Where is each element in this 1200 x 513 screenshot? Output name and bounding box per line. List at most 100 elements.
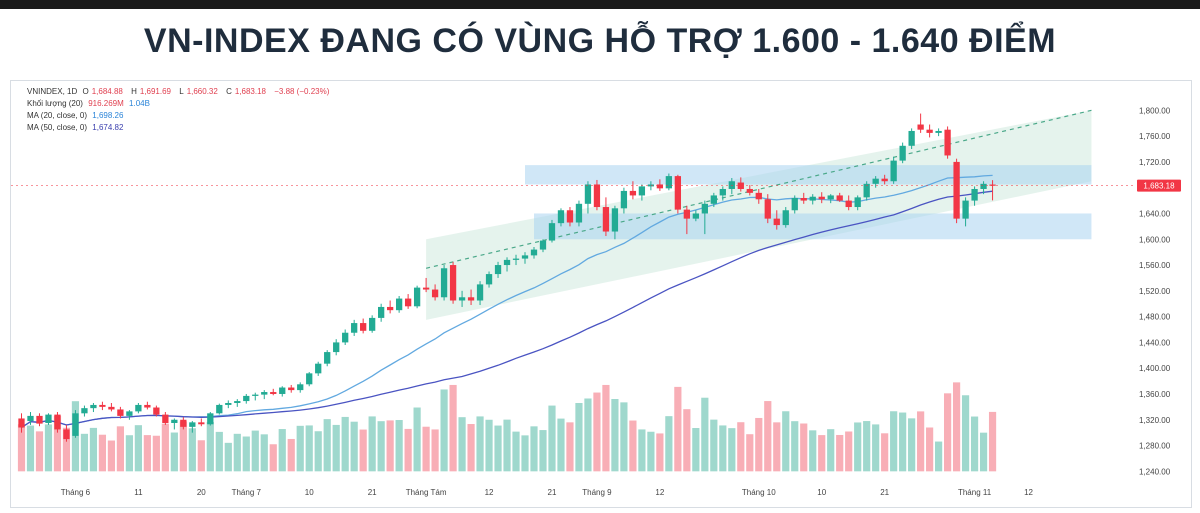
- candle-body: [45, 414, 52, 423]
- candle-body: [99, 404, 106, 407]
- candle: [81, 405, 88, 417]
- candle-body: [611, 208, 619, 232]
- volume-bar: [737, 422, 745, 472]
- volume-bar: [593, 392, 601, 472]
- candle-body: [530, 249, 538, 256]
- candle: [144, 401, 151, 410]
- volume-bar: [899, 412, 907, 472]
- volume-bar: [638, 429, 646, 472]
- volume-bar: [197, 440, 205, 472]
- candle-body: [413, 287, 421, 307]
- volume-bar: [233, 433, 241, 472]
- y-tick-label: 1,440.00: [1139, 338, 1171, 347]
- volume-bar: [449, 384, 457, 472]
- candle: [701, 200, 708, 235]
- last-price-label: 1,683.18: [1143, 182, 1175, 191]
- candle: [72, 410, 79, 438]
- candle: [908, 128, 915, 150]
- candle-body: [378, 306, 385, 318]
- candle: [647, 181, 655, 191]
- volume-bar: [476, 416, 484, 472]
- candle-body: [521, 255, 529, 259]
- candle: [342, 329, 349, 345]
- volume-bar: [107, 440, 116, 472]
- volume-bar: [143, 435, 151, 472]
- volume-bar: [827, 429, 835, 472]
- volume-bar: [503, 419, 511, 472]
- legend-l-value: 1,660.32: [186, 87, 218, 96]
- legend-l-label: L: [179, 87, 184, 96]
- volume-bar: [215, 431, 223, 472]
- candle: [521, 252, 529, 264]
- candle: [162, 412, 169, 425]
- volume-bar: [548, 405, 556, 472]
- candle: [935, 128, 942, 137]
- volume-bar: [710, 419, 718, 472]
- candle: [692, 210, 699, 222]
- candle-body: [503, 259, 511, 266]
- volume-bar: [557, 418, 565, 472]
- volume-bar: [386, 420, 394, 472]
- volume-bar: [629, 420, 637, 472]
- volume-bar: [602, 384, 610, 472]
- volume-bar: [431, 429, 439, 472]
- candle: [422, 277, 430, 293]
- candle-body: [827, 195, 834, 200]
- x-tick-label: Tháng 7: [232, 488, 262, 497]
- volume-bar: [539, 430, 547, 472]
- candle: [710, 192, 717, 208]
- volume-bar: [26, 425, 35, 472]
- candle: [395, 295, 403, 313]
- volume-bar: [584, 398, 592, 472]
- candle-body: [845, 200, 852, 208]
- candle-body: [872, 178, 879, 184]
- candle: [530, 247, 538, 259]
- y-tick-label: 1,760.00: [1139, 132, 1171, 141]
- y-tick-label: 1,720.00: [1139, 158, 1171, 167]
- candle-body: [917, 124, 924, 130]
- volume-layer: [17, 382, 997, 472]
- candle-body: [737, 182, 744, 189]
- volume-bar: [242, 436, 250, 472]
- volume-bar: [970, 416, 979, 472]
- candle: [351, 319, 358, 336]
- candle: [306, 372, 313, 387]
- candle-body: [431, 289, 439, 298]
- candle: [764, 194, 771, 224]
- candle: [99, 401, 106, 411]
- volume-bar: [98, 434, 107, 472]
- candle: [27, 412, 34, 425]
- candle-body: [800, 198, 807, 201]
- x-tick-label: 12: [655, 488, 664, 497]
- x-tick-label: 12: [485, 488, 494, 497]
- candle-body: [404, 298, 412, 307]
- candle-body: [369, 317, 376, 331]
- candle-body: [602, 207, 610, 232]
- y-tick-label: 1,560.00: [1139, 261, 1171, 270]
- candle: [117, 406, 124, 419]
- candle-body: [818, 196, 825, 200]
- legend-c-label: C: [226, 87, 232, 96]
- candle-body: [270, 392, 277, 394]
- candle: [476, 281, 484, 306]
- candle: [485, 271, 493, 288]
- volume-bar: [961, 395, 970, 472]
- candle-body: [333, 342, 340, 353]
- y-tick-label: 1,640.00: [1139, 209, 1171, 218]
- candle: [467, 289, 475, 306]
- volume-bar: [809, 430, 817, 472]
- volume-bar: [926, 427, 934, 472]
- candle: [611, 205, 619, 240]
- candle: [980, 181, 987, 195]
- volume-bar: [863, 421, 871, 472]
- candle-body: [422, 287, 430, 290]
- volume-bar: [359, 429, 367, 472]
- candle: [584, 181, 592, 214]
- candle: [36, 413, 43, 427]
- volume-bar: [800, 423, 808, 472]
- volume-bar: [890, 411, 898, 472]
- x-tick-label: 10: [817, 488, 826, 497]
- candle: [800, 192, 807, 204]
- volume-bar: [206, 421, 214, 472]
